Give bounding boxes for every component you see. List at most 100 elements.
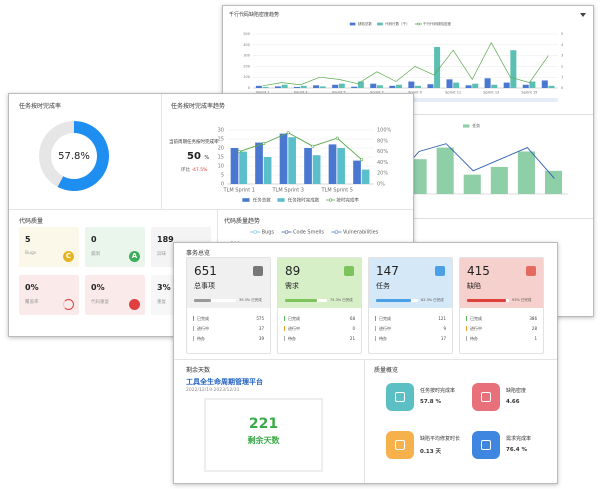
legend-item: Vulnerabilities <box>331 230 379 236</box>
card-icon <box>253 266 263 276</box>
quality-value: 76.4 % <box>506 447 527 453</box>
legend-label: 任务 <box>472 122 480 128</box>
line-point <box>360 158 364 162</box>
bar <box>415 85 422 88</box>
front-dashboard: 事务总览 剩余天数 工具全生命周期管理平台 2022/12/19-2023/12… <box>173 242 558 484</box>
row-marker <box>466 336 468 341</box>
card-label: 代码重复 <box>91 300 109 305</box>
row-label: 待办 <box>379 336 387 341</box>
bar <box>544 170 563 194</box>
line-point <box>237 150 241 154</box>
x-tick-label: TLM Sprint 5 <box>321 188 353 194</box>
legend-symbol <box>463 124 470 128</box>
section-title: 任务按时完成率 <box>19 103 62 110</box>
bar <box>274 86 281 88</box>
x-tick-label: Sprint 5 <box>332 91 346 95</box>
legend: 任务总数 任务按时完成数 按时完成率 <box>242 197 359 204</box>
change: 环比 -47.5% <box>181 167 207 173</box>
progress-fill <box>376 299 411 302</box>
legend-label: 缺陷总数 <box>358 21 372 26</box>
icon-glyph <box>395 392 405 402</box>
legend-label: 按时完成率 <box>336 197 359 204</box>
row-marker <box>193 336 195 341</box>
x-tick-label: Sprint 15 <box>521 91 537 95</box>
legend-symbol <box>253 230 257 234</box>
y-tick-label: 25 <box>218 137 224 143</box>
y2-tick-label: 5 <box>561 32 563 36</box>
card-value: 147 <box>376 264 399 278</box>
quality-icon <box>386 431 414 459</box>
chart: 缺陷总数 代码行数（千） 千行代码缺陷密度 0 100 200 300 400 500 0 1 2 3 4… <box>243 21 564 95</box>
quality-card: 0% 覆盖率 <box>19 275 79 315</box>
x-tick-label: Sprint 13 <box>483 91 499 95</box>
row-label: 待办 <box>197 336 205 341</box>
section-title: 事务总览 <box>186 250 211 257</box>
change-value: -47.5% <box>191 168 208 173</box>
overview-card: 651 总事项 39.3% 已完成 已完成 575 进行中 37 待办 39 <box>186 257 271 354</box>
legend-item: 任务总数 <box>242 197 271 204</box>
bar <box>376 85 383 88</box>
row-marker <box>193 326 195 331</box>
y-tick-label: 0 <box>221 182 224 188</box>
quality-label: 需求完成率 <box>506 436 532 442</box>
overview-card: 415 缺陷 93% 已完成 已完成 386 进行中 28 待办 1 <box>459 257 544 354</box>
legend-symbol <box>277 198 285 202</box>
legend-symbol <box>284 230 289 234</box>
divider <box>161 94 162 209</box>
line-point <box>286 131 290 135</box>
row-marker <box>193 316 195 321</box>
legend-label: 代码行数（千） <box>385 21 410 26</box>
card-label: 重复 <box>157 300 166 305</box>
bar <box>529 81 536 88</box>
bar <box>338 83 345 88</box>
row-value: 0 <box>352 326 355 331</box>
bar <box>319 86 326 88</box>
row-label: 待办 <box>288 336 296 341</box>
legend-symbol <box>417 22 420 26</box>
row-marker <box>466 326 468 331</box>
chart-title: 千行代码缺陷密度趋势 <box>229 12 280 18</box>
triangle[interactable] <box>580 13 586 17</box>
card-value: 0% <box>25 283 39 292</box>
bar <box>434 46 441 88</box>
bar <box>522 84 529 88</box>
bar <box>453 82 460 88</box>
bar <box>312 155 321 184</box>
legend-symbol <box>349 22 356 26</box>
bar <box>313 85 320 88</box>
section-title: 质量概览 <box>374 367 399 374</box>
legend-item: 缺陷总数 <box>349 21 372 26</box>
row-value: 68 <box>349 316 355 321</box>
line-point <box>311 144 315 148</box>
row-marker <box>284 326 286 331</box>
card-label: 任务 <box>376 282 390 290</box>
legend-item: 任务按时完成数 <box>277 197 320 204</box>
ring-icon <box>63 299 74 310</box>
bar <box>300 85 307 88</box>
menu-icon <box>580 13 586 17</box>
row-value: 121 <box>438 316 446 321</box>
row-marker <box>375 336 377 341</box>
legend: 任务 <box>463 122 480 128</box>
row-label: 已完成 <box>197 316 209 321</box>
quality-card: 0 漏洞 A <box>85 227 145 267</box>
line-point <box>335 136 339 140</box>
bar <box>472 83 479 88</box>
y-tick-label: 100 <box>243 75 250 79</box>
legend-symbol <box>328 198 333 202</box>
progress-fill <box>194 299 211 302</box>
bar <box>510 50 517 88</box>
quality-icon <box>472 431 500 459</box>
bar <box>239 151 247 184</box>
card-value: 3% <box>157 283 171 292</box>
bar <box>361 169 370 184</box>
bar <box>389 85 396 88</box>
x-tick-label: Sprint 3 <box>294 91 308 95</box>
row-marker <box>284 336 286 341</box>
donut-center-label: 57.8% <box>58 151 90 162</box>
row-value: 28 <box>531 326 537 331</box>
bar <box>465 85 472 88</box>
bar <box>484 78 491 88</box>
card-value: 5 <box>25 235 31 244</box>
y2-tick-label: 0% <box>377 182 385 188</box>
